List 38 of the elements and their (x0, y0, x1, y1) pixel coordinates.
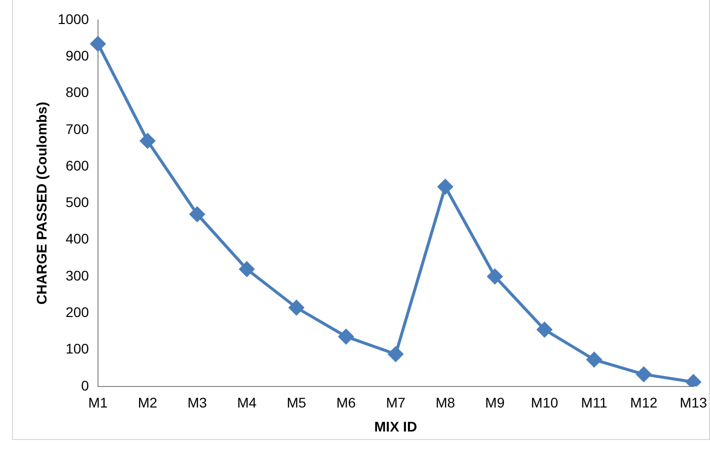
y-tick-label: 200 (66, 304, 90, 320)
point (288, 300, 304, 316)
x-tick-label: M9 (485, 394, 505, 411)
y-tick-label: 600 (66, 157, 90, 174)
point (90, 36, 106, 52)
point (140, 133, 156, 148)
x-tick-label: M5 (286, 394, 306, 411)
y-tick-label: 0 (81, 377, 90, 394)
point (239, 262, 254, 277)
x-tick-label: M11 (581, 394, 608, 411)
y-tick-label: 500 (66, 194, 90, 210)
y-tick-label: 400 (66, 230, 90, 247)
x-axis-title: MIX ID (374, 418, 418, 434)
point (586, 352, 602, 368)
x-tick-label: M4 (237, 394, 257, 411)
x-tick-label: M10 (530, 394, 558, 411)
point (388, 346, 404, 362)
y-tick-label: 1000 (58, 10, 90, 27)
y-axis-title: CHARGE PASSED (Coulombs) (33, 102, 50, 305)
y-tick-label: 100 (66, 340, 90, 357)
y-tick-label: 700 (66, 120, 90, 137)
point (438, 179, 453, 194)
y-tick-label: 300 (66, 267, 90, 284)
x-tick-label: M1 (88, 394, 108, 411)
point (190, 206, 205, 222)
x-tick-label: M12 (630, 394, 658, 411)
point (636, 366, 652, 382)
point (338, 329, 354, 344)
y-tick-label: 800 (66, 84, 90, 100)
point (487, 268, 502, 284)
y-tick-label: 900 (66, 48, 90, 64)
x-tick-label: M13 (680, 394, 708, 411)
x-tick-label: M3 (187, 394, 208, 411)
point (537, 322, 552, 338)
x-tick-label: M6 (336, 394, 356, 411)
x-tick-label: M7 (386, 394, 406, 411)
x-tick-label: M8 (436, 394, 456, 411)
x-tick-label: M2 (138, 394, 158, 411)
